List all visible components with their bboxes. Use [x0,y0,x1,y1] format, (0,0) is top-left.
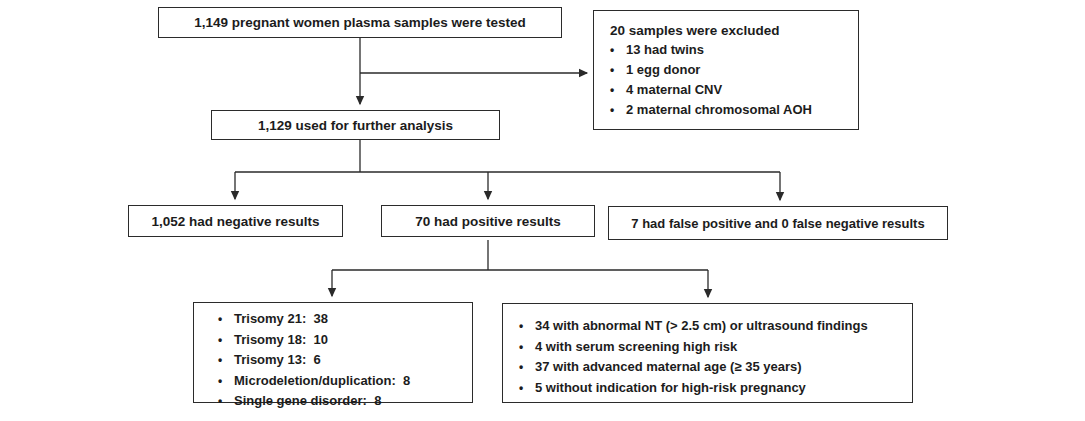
node-positive-results-label: 70 had positive results [415,214,561,229]
node-positive-findings: • Trisomy 21: 38 • Trisomy 18: 10 • Tris… [193,302,473,403]
bullet-icon: • [218,392,234,412]
node-samples-tested: 1,149 pregnant women plasma samples were… [158,7,562,38]
list-item: • 4 with serum screening high risk [519,337,904,358]
indications-list: • 34 with abnormal NT (> 2.5 cm) or ultr… [519,316,904,398]
node-samples-excluded: 20 samples were excluded • 13 had twins … [593,10,859,130]
bullet-icon: • [519,358,535,378]
list-item-text: 4 with serum screening high risk [535,337,737,357]
node-further-analysis: 1,129 used for further analysis [211,110,500,140]
list-item: • 13 had twins [610,40,848,60]
bullet-icon: • [519,379,535,399]
list-item: • 4 maternal CNV [610,80,848,100]
bullet-icon: • [519,317,535,337]
bullet-icon: • [519,338,535,358]
list-item: • 2 maternal chromosomal AOH [610,100,848,120]
list-item-text: 34 with abnormal NT (> 2.5 cm) or ultras… [535,316,868,336]
bullet-icon: • [610,60,626,80]
bullet-icon: • [218,331,234,351]
list-item: • Trisomy 21: 38 [218,309,464,330]
findings-list: • Trisomy 21: 38 • Trisomy 18: 10 • Tris… [218,309,464,412]
list-item: • 1 egg donor [610,60,848,80]
list-item-text: 1 egg donor [626,60,700,80]
node-negative-results-label: 1,052 had negative results [151,214,319,229]
excluded-list: • 13 had twins • 1 egg donor • 4 materna… [610,40,848,120]
node-further-analysis-label: 1,129 used for further analysis [258,118,453,133]
list-item-text: 4 maternal CNV [626,80,722,100]
node-negative-results: 1,052 had negative results [128,205,343,237]
list-item: • Trisomy 18: 10 [218,330,464,351]
bullet-icon: • [218,351,234,371]
list-item-text: Trisomy 21: 38 [234,309,328,329]
bullet-icon: • [610,40,626,60]
node-false-results: 7 had false positive and 0 false negativ… [608,206,948,240]
list-item-text: Microdeletion/duplication: 8 [234,371,410,391]
bullet-icon: • [610,80,626,100]
list-item-text: 13 had twins [626,40,704,60]
list-item-text: 5 without indication for high-risk pregn… [535,378,806,398]
flowchart-canvas: 1,149 pregnant women plasma samples were… [0,0,1085,421]
bullet-icon: • [610,100,626,120]
list-item: • Single gene disorder: 8 [218,391,464,412]
list-item: • 34 with abnormal NT (> 2.5 cm) or ultr… [519,316,904,337]
list-item: • Microdeletion/duplication: 8 [218,371,464,392]
list-item-text: Single gene disorder: 8 [234,391,381,411]
node-samples-tested-label: 1,149 pregnant women plasma samples were… [194,15,526,30]
list-item-text: Trisomy 18: 10 [234,330,328,350]
list-item-text: Trisomy 13: 6 [234,350,321,370]
list-item: • Trisomy 13: 6 [218,350,464,371]
node-samples-excluded-title: 20 samples were excluded [610,23,848,38]
list-item-text: 37 with advanced maternal age (≥ 35 year… [535,357,802,377]
bullet-icon: • [218,310,234,330]
list-item: • 5 without indication for high-risk pre… [519,378,904,399]
list-item-text: 2 maternal chromosomal AOH [626,100,812,120]
node-positive-results: 70 had positive results [381,205,595,237]
bullet-icon: • [218,372,234,392]
list-item: • 37 with advanced maternal age (≥ 35 ye… [519,357,904,378]
node-clinical-indications: • 34 with abnormal NT (> 2.5 cm) or ultr… [502,303,913,403]
node-false-results-label: 7 had false positive and 0 false negativ… [631,216,924,231]
